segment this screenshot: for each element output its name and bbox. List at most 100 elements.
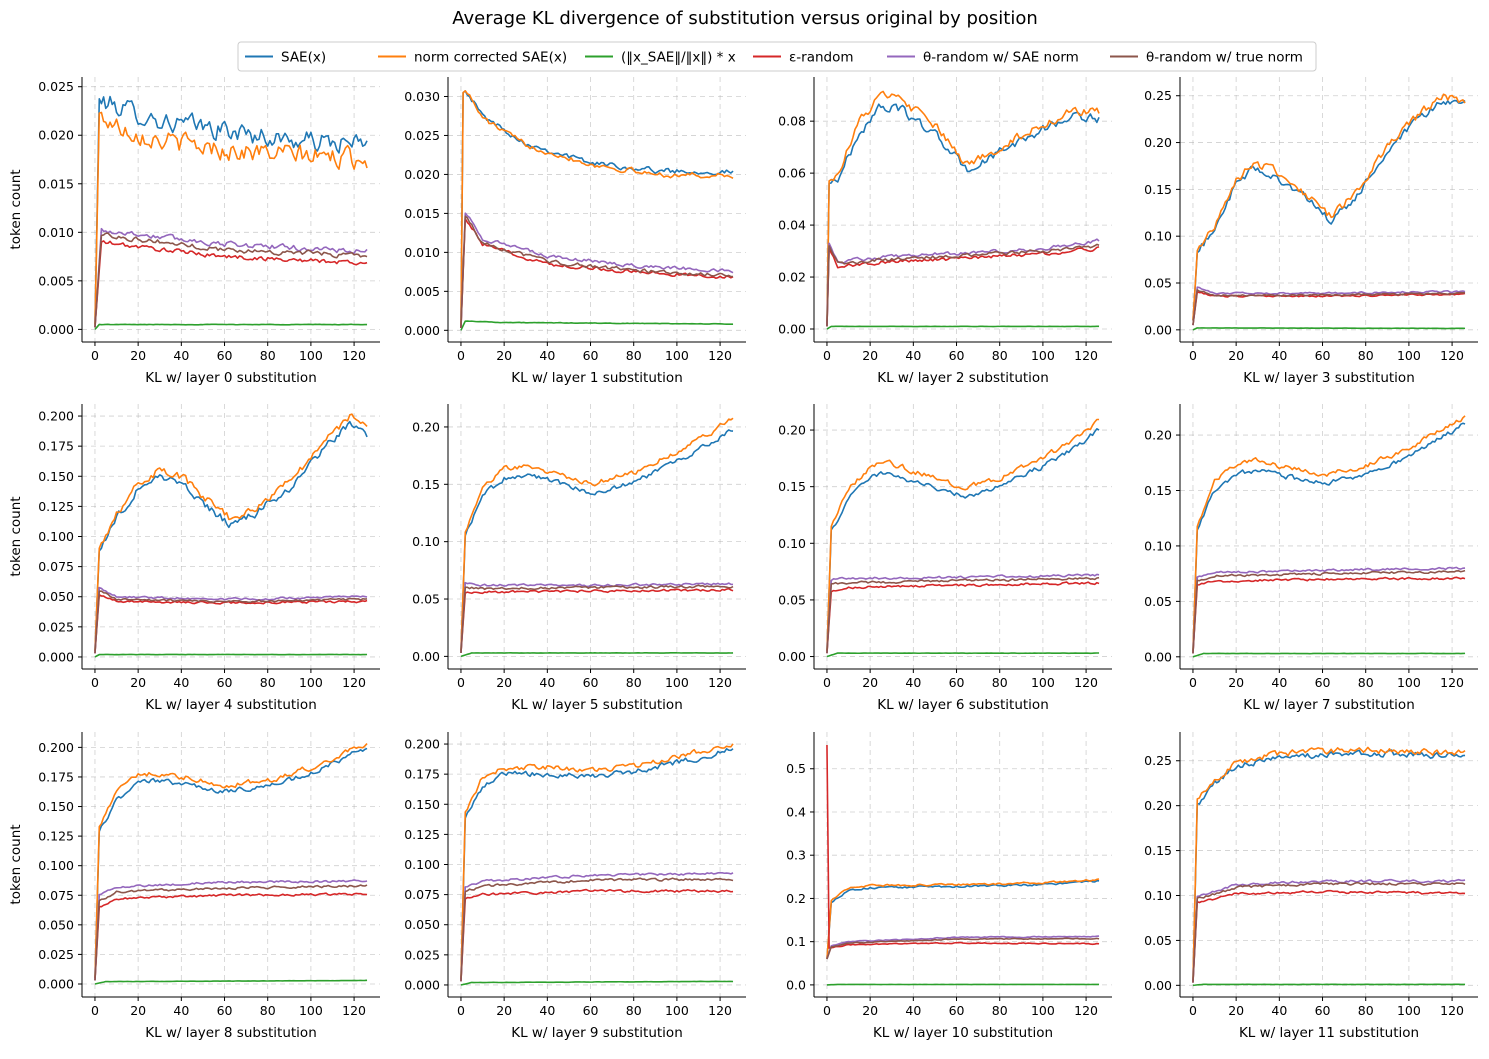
x-tick-label: 40: [173, 1003, 189, 1018]
series-line-norm_corrected: [94, 111, 368, 325]
series-line-SAE: [460, 429, 734, 651]
series-line-theta_true: [826, 243, 1100, 327]
y-tick-label: 0.0: [786, 977, 806, 992]
x-tick-label: 20: [862, 348, 878, 363]
y-tick-label: 0.5: [786, 761, 806, 776]
y-tick-label: 0.10: [1144, 888, 1172, 903]
x-tick-label: 60: [949, 675, 965, 690]
series-line-theta_sae: [94, 227, 368, 328]
y-tick-label: 0.15: [778, 479, 806, 494]
x-tick-label: 120: [1074, 675, 1098, 690]
y-tick-label: 0.075: [404, 887, 440, 902]
series-line-norm_corrected: [460, 417, 734, 651]
series-line-scaled_x: [826, 652, 1100, 658]
series-line-eps_random: [94, 240, 368, 328]
x-tick-label: 40: [1271, 348, 1287, 363]
series-line-theta_true: [94, 884, 368, 981]
x-tick-label: 0: [823, 1003, 831, 1018]
series-line-eps_random: [460, 587, 734, 653]
y-tick-label: 0.20: [1144, 135, 1172, 150]
x-tick-label: 120: [1440, 675, 1464, 690]
y-tick-label: 0.020: [404, 167, 440, 182]
y-axis-label: token count: [8, 824, 24, 904]
y-tick-label: 0.005: [404, 284, 440, 299]
y-tick-label: 0.200: [404, 737, 440, 752]
x-tick-label: 0: [823, 348, 831, 363]
series-line-theta_sae: [460, 212, 734, 328]
legend-label: norm corrected SAE(x): [414, 50, 567, 66]
x-tick-label: 80: [260, 348, 276, 363]
y-tick-label: 0.15: [1144, 182, 1172, 197]
subplot-layer-9: 0 20 40 60 80 100 120 0.000 0.025 0.050 0.075 0.100…: [404, 732, 746, 1041]
subplot-layer-1: 0 20 40 60 80 100 120 0.000 0.005 0.010 0.015 0.020…: [404, 77, 746, 386]
series-line-theta_true: [1192, 881, 1466, 983]
series-line-scaled_x: [460, 980, 734, 986]
y-tick-label: 0.08: [778, 114, 806, 129]
y-tick-label: 0.200: [38, 740, 74, 755]
subplot-layer-4: 0 20 40 60 80 100 120 0.000 0.025 0.050 0.075 0.100…: [8, 404, 380, 713]
x-tick-label: 100: [1397, 675, 1421, 690]
x-tick-label: 40: [539, 1003, 555, 1018]
x-axis-label: KL w/ layer 11 substitution: [1239, 1025, 1419, 1041]
series-line-norm_corrected: [1192, 415, 1466, 652]
x-tick-label: 60: [1315, 348, 1331, 363]
x-tick-label: 120: [342, 348, 366, 363]
x-tick-label: 100: [299, 675, 323, 690]
y-tick-label: 0.25: [1144, 88, 1172, 103]
y-tick-label: 0.150: [38, 469, 74, 484]
legend-label: SAE(x): [281, 50, 326, 66]
y-tick-label: 0.000: [404, 323, 440, 338]
series-line-SAE: [1192, 99, 1466, 321]
series-line-norm_corrected: [460, 743, 734, 979]
series-line-theta_sae: [826, 935, 1100, 960]
series-line-norm_corrected: [826, 418, 1100, 651]
x-tick-label: 60: [583, 1003, 599, 1018]
y-tick-label: 0.00: [778, 322, 806, 337]
x-axis-label: KL w/ layer 6 substitution: [877, 697, 1049, 713]
series-group: [1192, 93, 1466, 331]
y-tick-label: 0.05: [778, 592, 806, 607]
series-group: [460, 90, 734, 331]
series-line-theta_true: [826, 937, 1100, 960]
series-line-norm_corrected: [1192, 93, 1466, 321]
series-line-theta_sae: [826, 573, 1100, 654]
series-line-norm_corrected: [1192, 746, 1466, 981]
x-tick-label: 0: [823, 675, 831, 690]
y-tick-label: 0.020: [38, 128, 74, 143]
y-tick-label: 0.010: [38, 225, 74, 240]
legend-entry-eps_random: ε-random: [753, 50, 854, 66]
series-line-theta_true: [94, 590, 368, 654]
x-tick-label: 100: [1397, 348, 1421, 363]
series-line-eps_random: [1192, 576, 1466, 654]
legend-entry-theta_true: θ-random w/ true norm: [1110, 50, 1303, 66]
x-tick-label: 80: [1358, 1003, 1374, 1018]
series-line-norm_corrected: [94, 742, 368, 979]
series-line-eps_random: [826, 744, 1100, 949]
y-tick-label: 0.175: [404, 767, 440, 782]
legend-entry-theta_sae: θ-random w/ SAE norm: [887, 50, 1079, 66]
series-group: [460, 417, 734, 658]
series-line-theta_sae: [460, 872, 734, 982]
y-tick-label: 0.050: [38, 589, 74, 604]
x-tick-label: 80: [1358, 348, 1374, 363]
x-tick-label: 60: [1315, 675, 1331, 690]
x-tick-label: 80: [260, 1003, 276, 1018]
grid: [814, 77, 1112, 342]
x-tick-label: 80: [1358, 675, 1374, 690]
grid: [82, 77, 380, 342]
series-line-eps_random: [826, 246, 1100, 327]
series-line-scaled_x: [826, 983, 1100, 986]
x-tick-label: 20: [1228, 675, 1244, 690]
x-tick-label: 60: [949, 1003, 965, 1018]
x-tick-label: 20: [130, 348, 146, 363]
x-tick-label: 60: [949, 348, 965, 363]
series-line-scaled_x: [1192, 652, 1466, 658]
y-tick-label: 0.050: [404, 917, 440, 932]
y-tick-label: 0.175: [38, 439, 74, 454]
x-tick-label: 20: [1228, 348, 1244, 363]
x-tick-label: 20: [496, 675, 512, 690]
y-tick-label: 0.2: [786, 891, 806, 906]
y-tick-label: 0.125: [38, 829, 74, 844]
series-line-scaled_x: [1192, 983, 1466, 987]
